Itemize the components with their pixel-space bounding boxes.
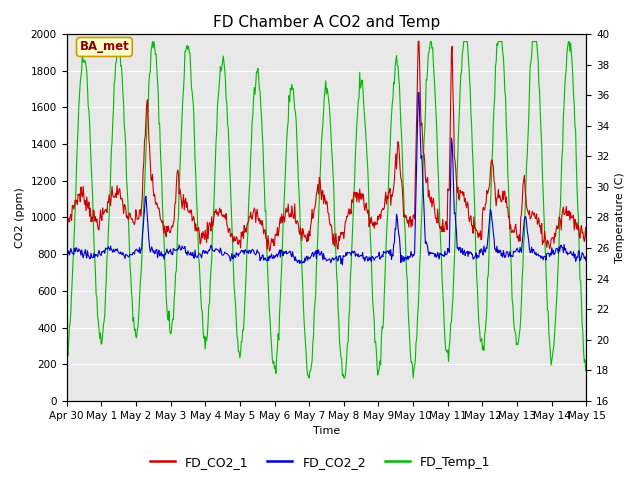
Y-axis label: CO2 (ppm): CO2 (ppm)	[15, 187, 25, 248]
Legend: FD_CO2_1, FD_CO2_2, FD_Temp_1: FD_CO2_1, FD_CO2_2, FD_Temp_1	[145, 451, 495, 474]
Title: FD Chamber A CO2 and Temp: FD Chamber A CO2 and Temp	[213, 15, 440, 30]
Text: BA_met: BA_met	[79, 40, 129, 53]
X-axis label: Time: Time	[313, 426, 340, 436]
Y-axis label: Temperature (C): Temperature (C)	[615, 172, 625, 263]
